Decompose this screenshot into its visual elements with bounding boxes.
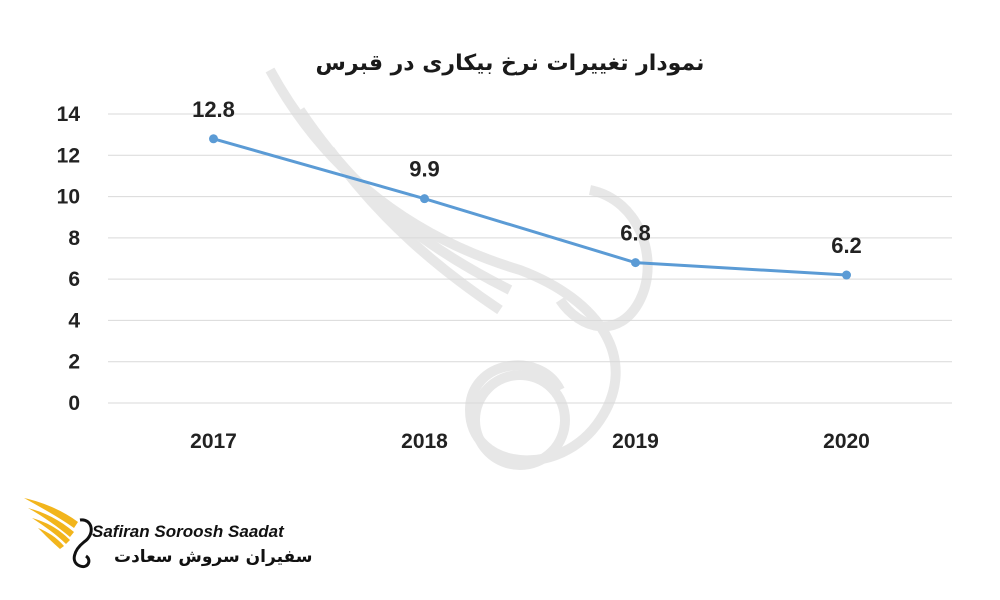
- x-tick-label: 2018: [401, 430, 448, 453]
- x-axis-ticks: 2017 2018 2019 2020: [190, 430, 870, 453]
- y-tick-label: 14: [57, 103, 81, 126]
- watermark-swan-icon: [265, 67, 653, 470]
- data-point: [420, 194, 429, 204]
- swan-wing-logo-icon: [24, 498, 93, 569]
- y-tick-label: 8: [68, 227, 80, 250]
- y-tick-label: 10: [57, 186, 80, 209]
- y-tick-label: 6: [68, 268, 80, 291]
- x-tick-label: 2019: [612, 430, 659, 453]
- data-point: [209, 134, 218, 144]
- series-polyline: [213, 137, 847, 277]
- data-points: [209, 134, 851, 280]
- data-label: 12.8: [192, 97, 235, 122]
- y-tick-label: 0: [68, 392, 80, 415]
- y-tick-label: 12: [57, 144, 80, 167]
- data-label: 6.8: [620, 221, 651, 246]
- y-axis-ticks: 0 2 4 6 8 10 12 14: [57, 103, 81, 415]
- logo-name-fa: سفیران سروش سعادت: [114, 547, 313, 567]
- y-tick-label: 2: [68, 351, 80, 374]
- data-labels: 12.8 9.9 6.8 6.2: [192, 97, 862, 258]
- data-point: [842, 270, 851, 280]
- data-label: 9.9: [409, 157, 440, 182]
- logo-name-en: Safiran Soroosh Saadat: [92, 522, 284, 541]
- x-tick-label: 2020: [823, 430, 870, 453]
- gridlines: [108, 113, 952, 404]
- x-tick-label: 2017: [190, 430, 237, 453]
- chart-title: نمودار تغییرات نرخ بیکاری در قبرس: [316, 51, 705, 76]
- brand-logo: Safiran Soroosh Saadat سفیران سروش سعادت: [22, 492, 312, 582]
- data-point: [631, 258, 640, 268]
- series-line: [213, 137, 847, 277]
- data-label: 6.2: [831, 233, 862, 258]
- y-tick-label: 4: [68, 309, 80, 332]
